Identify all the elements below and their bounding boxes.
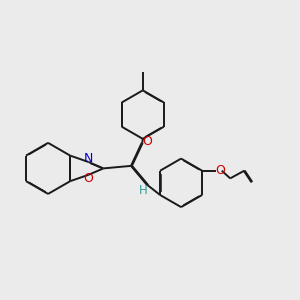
Text: O: O: [142, 135, 152, 148]
Text: O: O: [215, 164, 225, 177]
Text: N: N: [84, 152, 93, 165]
Text: O: O: [84, 172, 94, 184]
Text: H: H: [138, 184, 147, 197]
